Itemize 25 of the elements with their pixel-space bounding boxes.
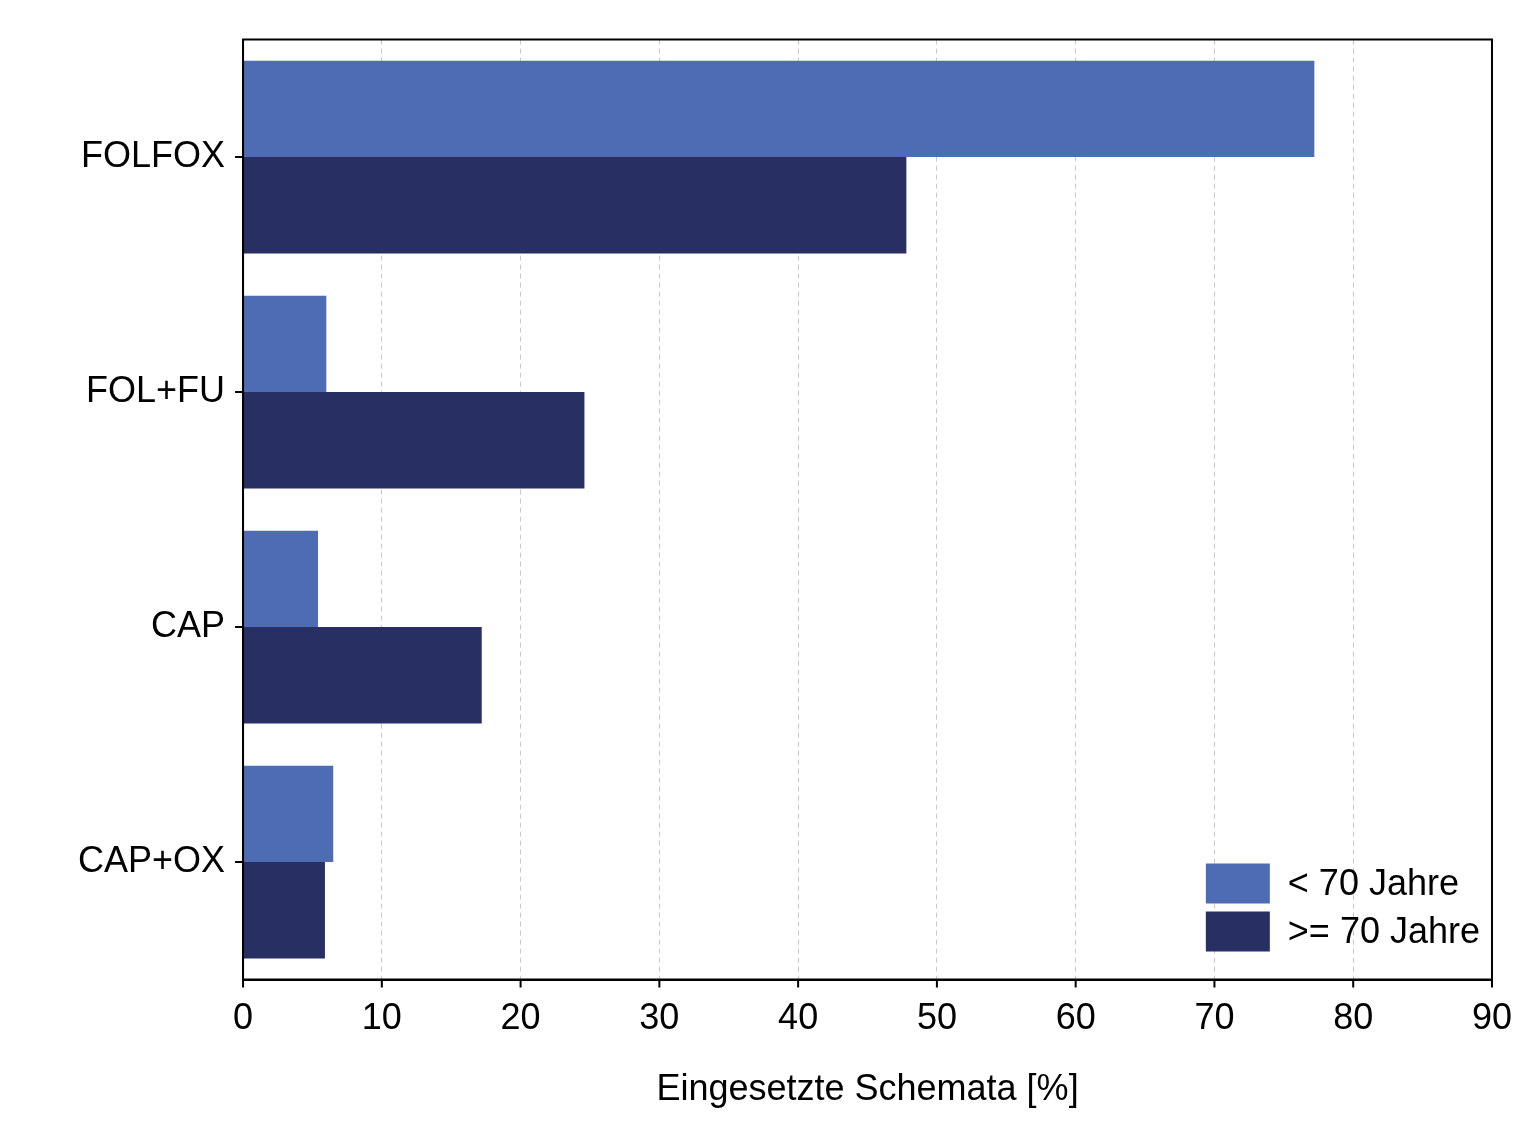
bar	[243, 765, 334, 863]
x-tick-label: 20	[500, 996, 541, 1038]
legend-label: >= 70 Jahre	[1287, 909, 1480, 951]
bar	[243, 295, 327, 393]
x-tick-label: 70	[1194, 996, 1235, 1038]
x-tick-label: 30	[639, 996, 680, 1038]
x-tick-label: 60	[1055, 996, 1096, 1038]
bar	[243, 530, 318, 628]
legend-label: < 70 Jahre	[1287, 861, 1459, 903]
bar	[243, 392, 585, 489]
x-tick-label: 90	[1471, 996, 1512, 1038]
bar	[243, 60, 1315, 158]
bar	[243, 157, 907, 254]
x-tick-label: 40	[778, 996, 819, 1038]
y-tick-label: FOLFOX	[81, 134, 226, 176]
y-tick-label: FOL+FU	[86, 369, 226, 411]
bar	[243, 627, 482, 724]
x-tick-label: 10	[361, 996, 402, 1038]
y-tick-label: CAP+OX	[78, 839, 226, 881]
x-axis-title: Eingesetzte Schemata [%]	[656, 1067, 1079, 1109]
x-tick-label: 80	[1333, 996, 1374, 1038]
x-tick-label: 50	[916, 996, 957, 1038]
y-tick-label: CAP	[151, 604, 226, 646]
bar	[243, 862, 325, 959]
x-tick-label: 0	[233, 996, 254, 1038]
